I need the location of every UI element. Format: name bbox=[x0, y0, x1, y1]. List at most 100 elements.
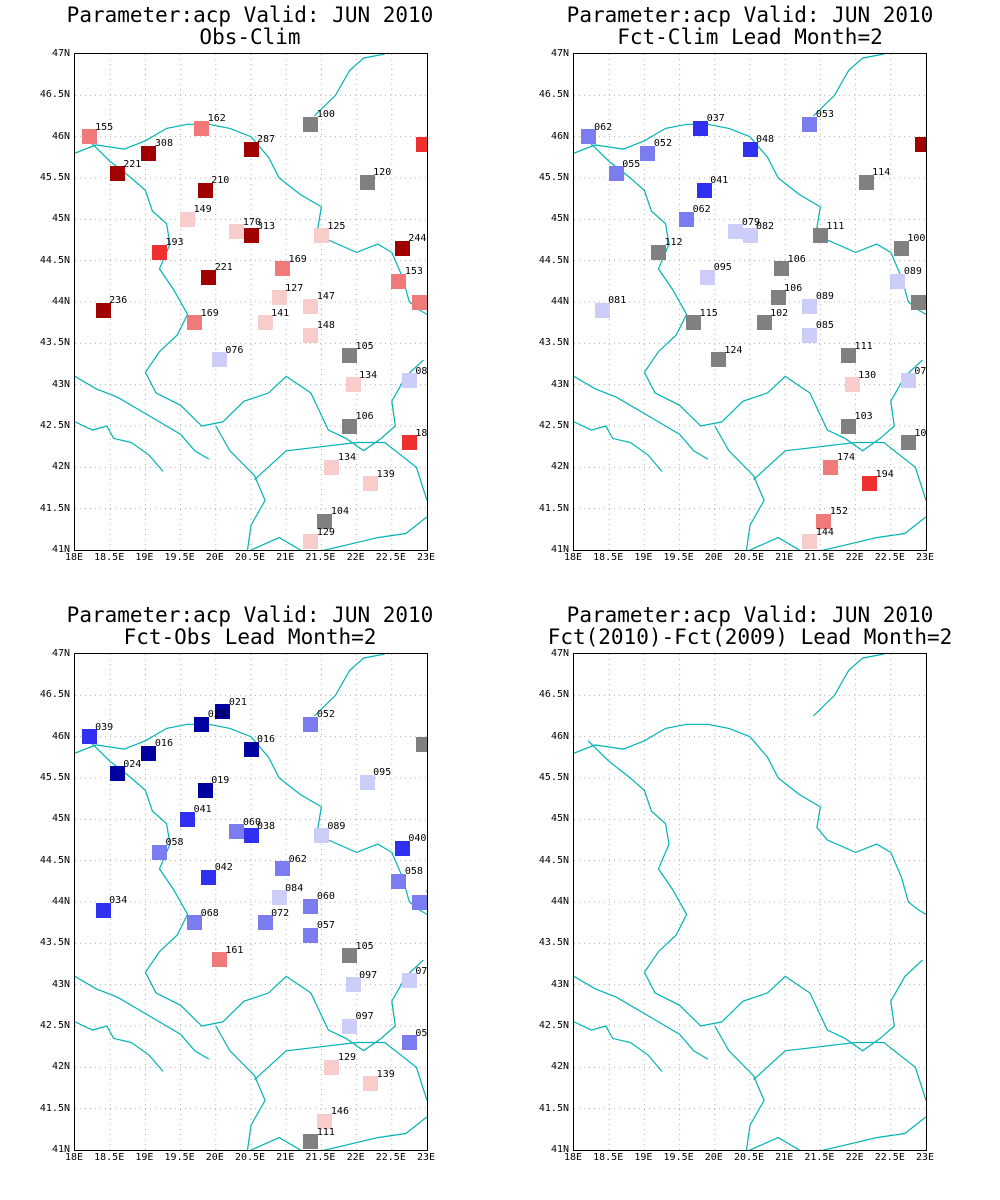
station-value-label: 111 bbox=[316, 1126, 335, 1138]
station-value-label: 055 bbox=[622, 158, 641, 170]
station-marker bbox=[243, 741, 259, 757]
lon-tick-label: 23E bbox=[416, 552, 436, 563]
station-value-label: 041 bbox=[710, 175, 729, 187]
station-value-label: 193 bbox=[165, 237, 184, 249]
lat-tick-label: 41N bbox=[550, 1144, 569, 1155]
lat-tick-label: 45N bbox=[550, 213, 569, 225]
station-marker bbox=[303, 716, 319, 732]
station-value-label: 039 bbox=[95, 721, 114, 733]
lat-tick-label: 42N bbox=[550, 461, 569, 473]
station-value-label: 155 bbox=[95, 121, 114, 133]
station-marker bbox=[194, 120, 210, 136]
panel-4-title: Parameter:acp Valid: JUN 2010 Fct(2010)-… bbox=[510, 604, 990, 648]
station-value-label: 016 bbox=[154, 738, 173, 750]
station-marker bbox=[229, 224, 245, 240]
map-svg bbox=[75, 654, 427, 1150]
station-value-label: 111 bbox=[826, 220, 845, 232]
station-marker bbox=[728, 224, 744, 240]
panel-3-title: Parameter:acp Valid: JUN 2010 Fct-Obs Le… bbox=[10, 604, 490, 648]
station-marker bbox=[363, 476, 379, 492]
station-value-label: 106 bbox=[784, 282, 803, 294]
border-line bbox=[75, 421, 164, 472]
panel-2-title-line: Parameter:acp Valid: JUN 2010 bbox=[566, 3, 934, 27]
station-value-label: 095 bbox=[373, 767, 392, 779]
station-value-label: 016 bbox=[257, 734, 276, 746]
station-value-label: 111 bbox=[854, 340, 873, 352]
border-line bbox=[250, 516, 427, 550]
station-value-label: 139 bbox=[376, 1068, 395, 1080]
station-marker bbox=[81, 729, 97, 745]
station-value-label: 106 bbox=[787, 253, 806, 265]
station-value-label: 134 bbox=[337, 452, 357, 464]
lon-tick-label: 19E bbox=[634, 1152, 653, 1163]
station-value-label: 058 bbox=[165, 837, 184, 849]
station-marker bbox=[363, 1076, 379, 1092]
station-value-label: 221 bbox=[214, 262, 233, 274]
border-line bbox=[88, 140, 424, 452]
panel-2-title: Parameter:acp Valid: JUN 2010 Fct-Clim L… bbox=[510, 4, 990, 48]
lon-tick-label: 18E bbox=[64, 552, 84, 563]
station-marker bbox=[197, 182, 213, 198]
lon-tick-label: 20E bbox=[205, 1152, 224, 1163]
lat-tick-label: 43.5N bbox=[39, 937, 70, 949]
station-value-label: 129 bbox=[316, 526, 335, 538]
station-marker bbox=[802, 534, 818, 550]
station-marker bbox=[391, 273, 407, 289]
station-marker bbox=[893, 240, 909, 256]
station-value-label: 097 bbox=[355, 1011, 374, 1022]
station-marker bbox=[841, 418, 857, 434]
lat-tick-label: 47N bbox=[51, 48, 70, 59]
station-value-label: 100 bbox=[907, 233, 926, 245]
station-value-label: 082 bbox=[756, 220, 775, 232]
station-value-label: 084 bbox=[285, 882, 304, 894]
map-panel-obs-clim: 1551621003082871772212101201491703131252… bbox=[74, 53, 428, 551]
station-value-label: 124 bbox=[724, 344, 743, 356]
station-marker bbox=[756, 315, 772, 331]
map-panel-fct-clim: 0620370530520482080550411140620790821111… bbox=[573, 53, 927, 551]
station-marker bbox=[215, 704, 231, 720]
station-value-label: 075 bbox=[415, 965, 428, 977]
station-value-label: 062 bbox=[692, 204, 711, 216]
lat-tick-label: 45.5N bbox=[538, 772, 569, 783]
station-marker bbox=[802, 298, 818, 314]
station-value-label: 308 bbox=[154, 138, 173, 150]
station-marker bbox=[109, 766, 125, 782]
station-value-label: 127 bbox=[285, 282, 304, 294]
lat-tick-label: 41N bbox=[51, 1144, 70, 1155]
station-marker bbox=[342, 948, 358, 964]
border-line bbox=[75, 1021, 164, 1072]
lat-tick-label: 44.5N bbox=[538, 254, 569, 266]
panel-1-title-line: Parameter:acp Valid: JUN 2010 bbox=[66, 3, 434, 27]
lat-tick-label: 44.5N bbox=[39, 254, 70, 266]
station-marker bbox=[686, 315, 702, 331]
border-line bbox=[587, 140, 923, 452]
station-marker bbox=[313, 228, 329, 244]
lon-tick-label: 22.5E bbox=[375, 1152, 406, 1163]
lon-tick-label: 19E bbox=[634, 552, 653, 563]
station-value-label: 194 bbox=[875, 468, 894, 480]
lon-tick-label: 22.5E bbox=[375, 552, 406, 563]
station-marker bbox=[415, 137, 427, 153]
station-value-label: 037 bbox=[706, 113, 725, 125]
station-value-label: 024 bbox=[123, 758, 142, 770]
station-marker bbox=[303, 116, 319, 132]
station-value-label: 056 bbox=[415, 1027, 428, 1039]
lat-tick-label: 44N bbox=[550, 896, 569, 907]
border-line bbox=[75, 723, 427, 915]
lat-tick-label: 46.5N bbox=[39, 689, 70, 701]
station-marker bbox=[890, 273, 906, 289]
station-value-label: 148 bbox=[316, 320, 335, 332]
station-value-label: 089 bbox=[903, 266, 922, 278]
lon-tick-label: 23E bbox=[416, 1152, 436, 1163]
lat-tick-label: 42N bbox=[550, 1061, 569, 1073]
station-marker bbox=[700, 269, 716, 285]
station-marker bbox=[271, 290, 287, 306]
lat-tick-label: 41.5N bbox=[39, 502, 70, 514]
border-line bbox=[753, 441, 926, 501]
station-marker bbox=[394, 240, 410, 256]
lon-tick-label: 19.5E bbox=[164, 552, 195, 563]
station-marker bbox=[342, 418, 358, 434]
lon-tick-label: 19.5E bbox=[164, 1152, 195, 1163]
station-marker bbox=[391, 873, 407, 889]
station-marker bbox=[303, 534, 319, 550]
